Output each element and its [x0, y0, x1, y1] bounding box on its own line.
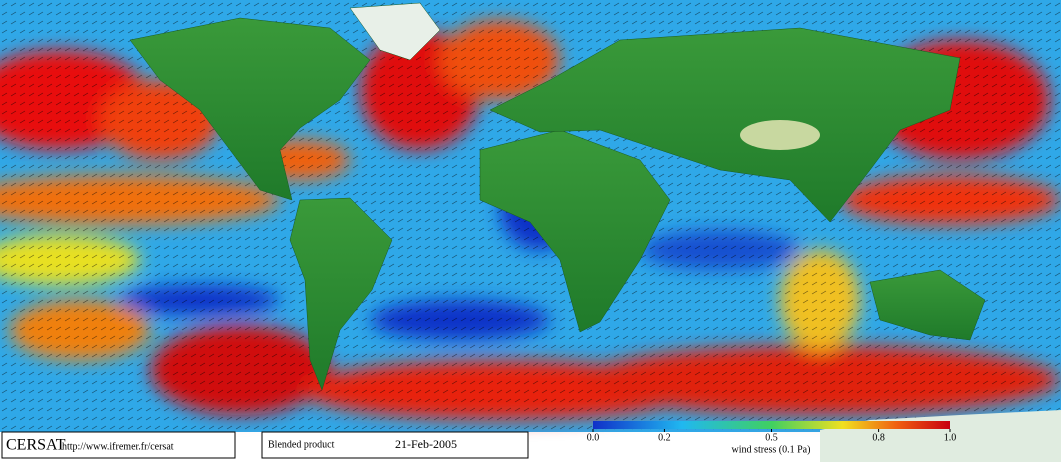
- colorbar-tick-label: 0.5: [765, 432, 778, 443]
- colorbar-tick-label: 0.8: [872, 432, 885, 443]
- footer: CERSAT http://www.ifremer.fr/cersat Blen…: [1, 421, 950, 459]
- land: [129, 2, 1061, 462]
- product: Blended product: [268, 439, 335, 450]
- info-box: [261, 431, 529, 459]
- colorbar-tick-label: 0.2: [658, 432, 671, 443]
- date: 21-Feb-2005: [395, 437, 457, 451]
- logo: CERSAT: [6, 437, 66, 454]
- colorbar-tick-label: 1.0: [944, 432, 957, 443]
- logo-box: [1, 431, 236, 459]
- colorbar-label: wind stress (0.1 Pa): [732, 444, 811, 455]
- url: http://www.ifremer.fr/cersat: [62, 441, 174, 452]
- colorbar: [593, 421, 950, 429]
- colorbar-tick-label: 0.0: [587, 432, 600, 443]
